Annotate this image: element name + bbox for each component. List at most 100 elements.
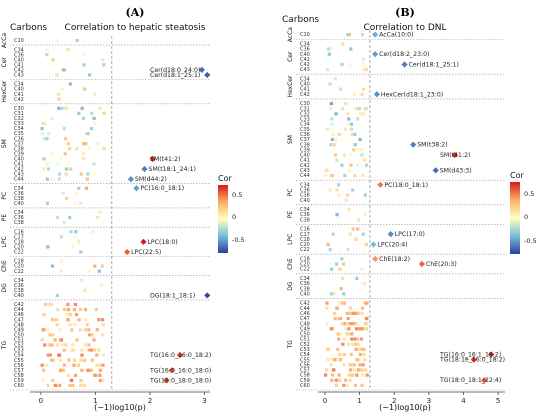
data-point [350, 322, 354, 326]
data-point [41, 121, 45, 126]
data-point [344, 198, 348, 202]
data-point [55, 383, 60, 388]
data-point [46, 353, 50, 357]
data-point [356, 163, 360, 167]
data-point [50, 116, 54, 121]
data-point [101, 58, 105, 62]
data-point [342, 363, 346, 367]
data-point [80, 106, 84, 110]
data-point [347, 327, 351, 331]
data-point [64, 172, 68, 176]
data-point [42, 313, 46, 317]
significant-point [140, 238, 147, 245]
carbon-tick-label: C43 [300, 168, 310, 174]
point-annotation: SM(t41:2) [440, 152, 470, 159]
data-point [363, 358, 367, 362]
data-point [44, 363, 48, 367]
carbon-tick-label: C36 [14, 283, 24, 289]
data-point [338, 352, 342, 357]
data-point [92, 338, 96, 342]
data-point [65, 313, 69, 317]
panel-a-legend-tick-high: 0.5 [232, 191, 242, 199]
data-point [79, 172, 83, 176]
data-point [87, 269, 91, 273]
data-point [343, 378, 348, 382]
data-point [355, 358, 359, 362]
data-point [55, 38, 59, 43]
data-point [97, 269, 101, 273]
carbon-tick-label: C42 [14, 167, 24, 173]
carbon-tick-label: C57 [300, 368, 310, 374]
carbon-tick-label: C38 [14, 146, 24, 152]
data-point [81, 152, 85, 156]
data-point [79, 383, 83, 388]
data-point [66, 162, 70, 166]
data-point [45, 177, 50, 181]
data-point [90, 333, 94, 337]
carbon-tick-label: C49 [14, 327, 24, 333]
data-point [68, 313, 72, 317]
data-point [356, 218, 361, 222]
data-point [328, 248, 332, 252]
data-point [363, 107, 367, 111]
carbon-tick-label: C51 [300, 337, 310, 343]
data-point [50, 177, 54, 181]
data-point [338, 267, 342, 271]
data-point [57, 177, 61, 181]
carbon-tick-label: C40 [14, 293, 24, 299]
data-point [356, 227, 360, 231]
class-label-dg: DG [1, 283, 8, 293]
data-point [66, 307, 70, 312]
x-tick-label: 0 [39, 397, 43, 405]
point-annotation: LPC(18:0) [147, 239, 177, 246]
data-point [352, 92, 356, 96]
data-point [348, 153, 353, 157]
data-point [98, 373, 102, 377]
significant-point [432, 167, 439, 174]
point-annotation: SM(d44:2) [135, 176, 167, 183]
data-point [334, 137, 338, 142]
carbon-tick-label: C42 [300, 163, 310, 169]
data-point [59, 269, 64, 273]
data-point [64, 137, 68, 141]
data-point [342, 383, 346, 387]
carbon-tick-label: C59 [14, 378, 24, 384]
data-point [340, 257, 344, 261]
data-point [327, 52, 331, 56]
data-point [342, 337, 347, 341]
carbon-tick-label: C34 [300, 41, 310, 47]
carbon-tick-label: C56 [14, 363, 24, 369]
data-point [362, 112, 366, 116]
data-point [53, 338, 57, 342]
data-point [347, 322, 352, 326]
carbon-tick-label: C39 [14, 151, 24, 157]
data-point [356, 342, 360, 346]
data-point [92, 116, 96, 121]
data-point [87, 333, 92, 337]
data-point [87, 147, 91, 151]
data-point [93, 121, 97, 126]
data-point [83, 307, 88, 312]
data-point [330, 358, 334, 362]
data-point [362, 87, 366, 91]
point-annotation: AcCa(10:0) [379, 32, 413, 39]
data-point [328, 188, 332, 192]
carbon-tick-label: C31 [300, 106, 310, 112]
carbon-tick-label: C44 [14, 177, 24, 183]
carbon-tick-label: C40 [300, 153, 310, 159]
data-point [62, 363, 66, 367]
data-point [49, 302, 53, 307]
panel-b-title: Correlation to DNL [363, 23, 446, 33]
data-point [94, 307, 98, 312]
carbon-tick-label: C17 [14, 234, 24, 240]
data-point [97, 318, 101, 322]
data-point [70, 328, 74, 332]
carbon-tick-label: C34 [14, 278, 24, 284]
data-point [360, 267, 364, 271]
carbon-tick-label: C18 [14, 259, 24, 265]
data-point [337, 373, 341, 377]
data-point [365, 301, 369, 305]
carbon-tick-label: C51 [14, 338, 24, 344]
carbon-tick-label: C36 [14, 52, 24, 58]
